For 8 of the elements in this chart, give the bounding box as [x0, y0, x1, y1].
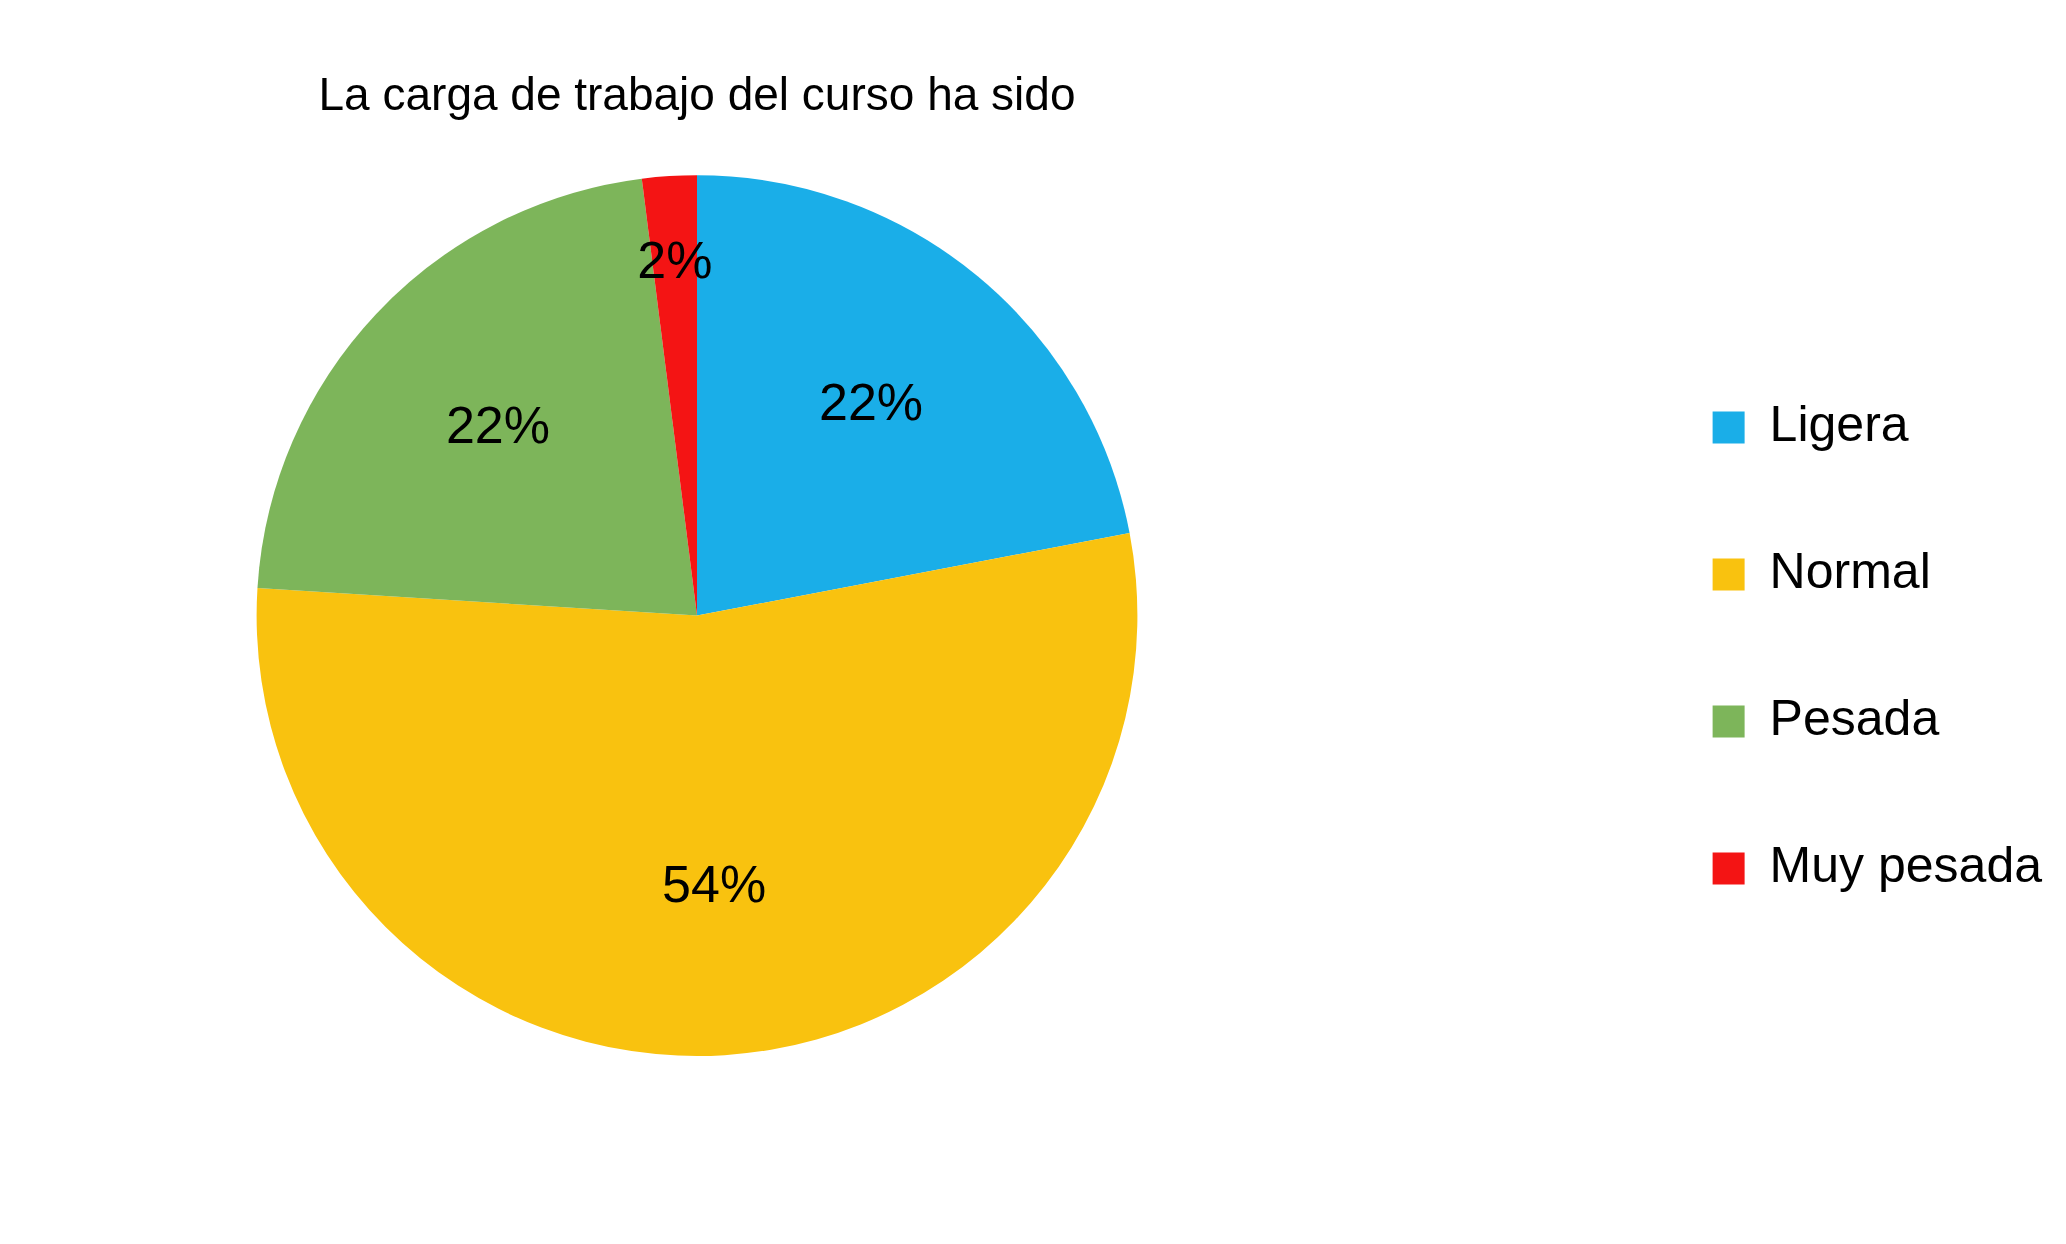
chart-title: La carga de trabajo del curso ha sido	[318, 68, 1076, 121]
legend-label: Muy pesada	[1769, 837, 2043, 894]
data-label: 54%	[662, 855, 767, 914]
legend-label: Pesada	[1769, 690, 1940, 747]
data-label: 22%	[445, 396, 550, 455]
legend-label: Ligera	[1769, 396, 1909, 453]
data-label: 22%	[819, 372, 924, 431]
legend-label: Normal	[1769, 543, 1931, 600]
